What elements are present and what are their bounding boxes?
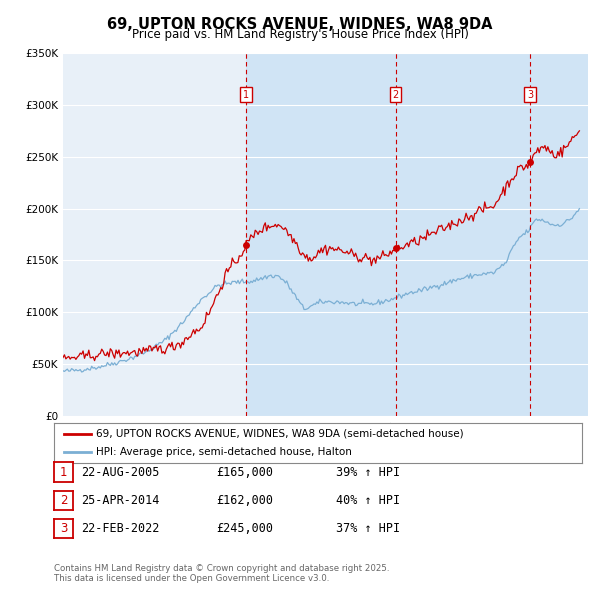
Text: 2: 2 bbox=[60, 494, 67, 507]
Text: Price paid vs. HM Land Registry's House Price Index (HPI): Price paid vs. HM Land Registry's House … bbox=[131, 28, 469, 41]
Bar bbox=[530, 53, 588, 416]
Text: £165,000: £165,000 bbox=[216, 466, 273, 478]
Text: 40% ↑ HPI: 40% ↑ HPI bbox=[336, 494, 400, 507]
Text: 1: 1 bbox=[243, 90, 249, 100]
Text: 39% ↑ HPI: 39% ↑ HPI bbox=[336, 466, 400, 478]
Text: 3: 3 bbox=[527, 90, 533, 100]
Text: 2: 2 bbox=[392, 90, 398, 100]
Text: 3: 3 bbox=[60, 522, 67, 535]
Text: £162,000: £162,000 bbox=[216, 494, 273, 507]
Text: 69, UPTON ROCKS AVENUE, WIDNES, WA8 9DA: 69, UPTON ROCKS AVENUE, WIDNES, WA8 9DA bbox=[107, 17, 493, 31]
Bar bbox=[246, 53, 395, 416]
Text: 22-FEB-2022: 22-FEB-2022 bbox=[81, 522, 160, 535]
Bar bbox=[395, 53, 530, 416]
Text: 25-APR-2014: 25-APR-2014 bbox=[81, 494, 160, 507]
Text: Contains HM Land Registry data © Crown copyright and database right 2025.
This d: Contains HM Land Registry data © Crown c… bbox=[54, 563, 389, 583]
Text: £245,000: £245,000 bbox=[216, 522, 273, 535]
Text: 37% ↑ HPI: 37% ↑ HPI bbox=[336, 522, 400, 535]
Text: 1: 1 bbox=[60, 466, 67, 478]
Text: 69, UPTON ROCKS AVENUE, WIDNES, WA8 9DA (semi-detached house): 69, UPTON ROCKS AVENUE, WIDNES, WA8 9DA … bbox=[96, 429, 464, 439]
Text: HPI: Average price, semi-detached house, Halton: HPI: Average price, semi-detached house,… bbox=[96, 447, 352, 457]
Text: 22-AUG-2005: 22-AUG-2005 bbox=[81, 466, 160, 478]
